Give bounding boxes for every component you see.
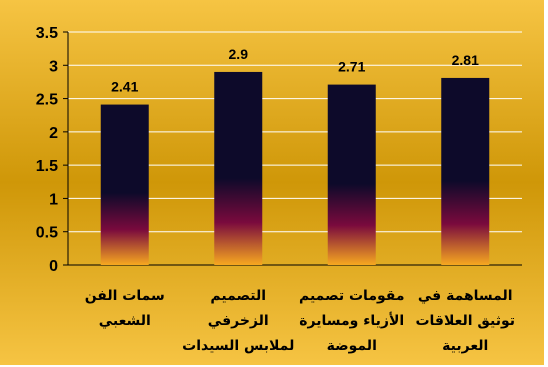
bars (100, 71, 490, 265)
data-label: 2.71 (338, 59, 365, 75)
bar (214, 71, 263, 265)
category-label-line: التصميم (210, 288, 266, 304)
y-tick-label: 1.5 (36, 158, 58, 175)
category-label-line: المساهمة في (418, 288, 513, 304)
y-tick-label: 0 (49, 258, 58, 275)
category-label-line: العربية (442, 338, 488, 354)
bar (327, 84, 376, 265)
category-labels: سمات الفن الشعبي التصميم الزخرفي لملابس السي… (85, 288, 515, 354)
category-label: التصميم الزخرفي لملابس السيدات (182, 288, 294, 354)
bar (100, 104, 149, 265)
data-label: 2.41 (111, 79, 138, 95)
y-tick-label: 3 (49, 58, 58, 75)
y-tick-label: 2 (49, 125, 58, 142)
category-label-line: مقومات تصميم (299, 288, 405, 304)
y-tick-label: 2.5 (36, 92, 58, 109)
bar (441, 77, 490, 265)
data-labels: 2.41 2.9 2.71 2.81 (111, 46, 479, 95)
category-label-line: الزخرفي (208, 313, 269, 329)
data-label: 2.81 (452, 52, 479, 68)
y-tick-label: 3.5 (36, 25, 58, 42)
data-label: 2.9 (229, 46, 249, 62)
category-label: سمات الفن الشعبي (85, 288, 165, 329)
category-label-line: الموضة (327, 338, 377, 354)
category-label-line: توثيق العلاقات (415, 313, 515, 329)
category-label: مقومات تصميم الأزياء ومسايرة الموضة (299, 288, 405, 354)
category-label-line: الشعبي (99, 313, 151, 329)
y-tick-label: 1 (49, 191, 58, 208)
category-label-line: سمات الفن (85, 288, 165, 304)
category-label-line: الأزياء ومسايرة (299, 312, 404, 329)
category-label-line: لملابس السيدات (182, 338, 294, 354)
category-label: المساهمة في توثيق العلاقات العربية (415, 288, 515, 354)
y-tick-label: 0.5 (36, 225, 58, 242)
